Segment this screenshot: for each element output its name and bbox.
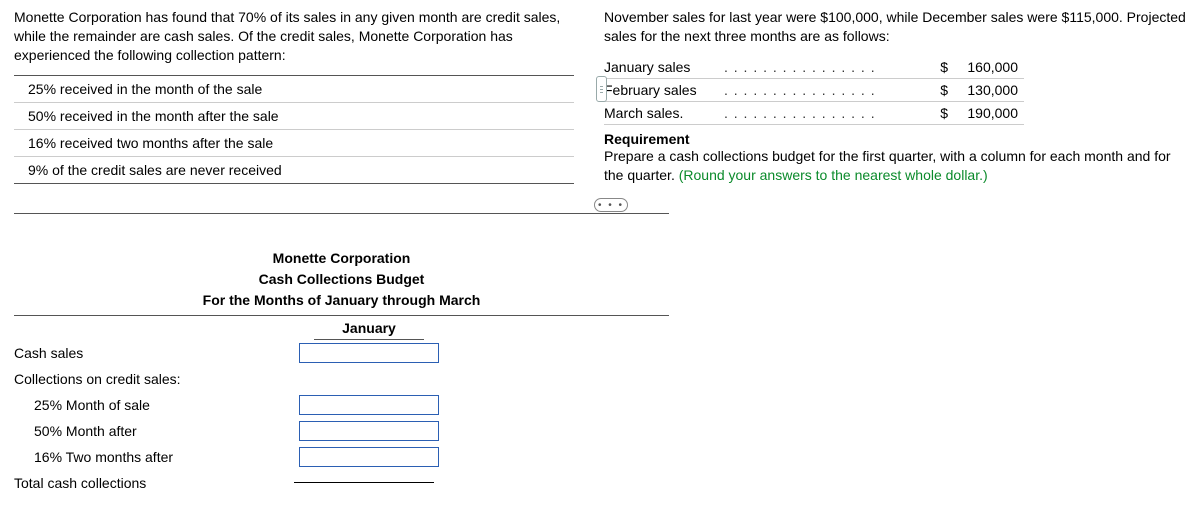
- input-cash-sales-jan[interactable]: [299, 343, 439, 363]
- sales-label: January sales: [604, 59, 724, 75]
- row-label-collections-head: Collections on credit sales:: [14, 371, 294, 387]
- row-label-25pct: 25% Month of sale: [14, 397, 294, 413]
- column-header-january: January: [314, 320, 424, 340]
- row-label-cash-sales: Cash sales: [14, 345, 294, 361]
- budget-table: Monette Corporation Cash Collections Bud…: [14, 248, 669, 496]
- sales-label: February sales: [604, 82, 724, 98]
- sales-label: March sales.: [604, 105, 724, 121]
- sales-intro: November sales for last year were $100,0…: [604, 8, 1186, 46]
- sales-value: 190,000: [954, 105, 1024, 121]
- scroll-handle-icon[interactable]: [596, 76, 607, 102]
- pattern-row: 16% received two months after the sale: [14, 130, 574, 157]
- sales-value: 130,000: [954, 82, 1024, 98]
- requirement-hint: (Round your answers to the nearest whole…: [679, 167, 988, 183]
- leader-dots: . . . . . . . . . . . . . . . .: [724, 82, 934, 98]
- row-label-16pct: 16% Two months after: [14, 449, 294, 465]
- budget-title-company: Monette Corporation: [14, 248, 669, 269]
- leader-dots: . . . . . . . . . . . . . . . .: [724, 59, 934, 75]
- more-ellipsis-icon[interactable]: • • •: [594, 198, 628, 212]
- leader-dots: . . . . . . . . . . . . . . . .: [724, 105, 934, 121]
- section-divider: [14, 213, 669, 214]
- currency-symbol: $: [934, 105, 954, 121]
- pattern-row: 50% received in the month after the sale: [14, 103, 574, 130]
- input-50pct-jan[interactable]: [299, 421, 439, 441]
- sales-row-march: March sales. . . . . . . . . . . . . . .…: [604, 102, 1024, 125]
- sales-row-february: February sales . . . . . . . . . . . . .…: [604, 79, 1024, 102]
- sales-value: 160,000: [954, 59, 1024, 75]
- pattern-row: 9% of the credit sales are never receive…: [14, 157, 574, 183]
- collection-pattern-table: 25% received in the month of the sale 50…: [14, 75, 574, 184]
- currency-symbol: $: [934, 59, 954, 75]
- input-25pct-jan[interactable]: [299, 395, 439, 415]
- currency-symbol: $: [934, 82, 954, 98]
- sales-row-january: January sales . . . . . . . . . . . . . …: [604, 56, 1024, 79]
- input-16pct-jan[interactable]: [299, 447, 439, 467]
- row-label-total: Total cash collections: [14, 475, 294, 491]
- row-label-50pct: 50% Month after: [14, 423, 294, 439]
- pattern-row: 25% received in the month of the sale: [14, 76, 574, 103]
- total-underline: [294, 482, 434, 485]
- budget-title-name: Cash Collections Budget: [14, 269, 669, 290]
- budget-title-period: For the Months of January through March: [14, 290, 669, 316]
- requirement-text: Prepare a cash collections budget for th…: [604, 147, 1186, 185]
- requirement-heading: Requirement: [604, 131, 1186, 147]
- problem-intro: Monette Corporation has found that 70% o…: [14, 8, 574, 65]
